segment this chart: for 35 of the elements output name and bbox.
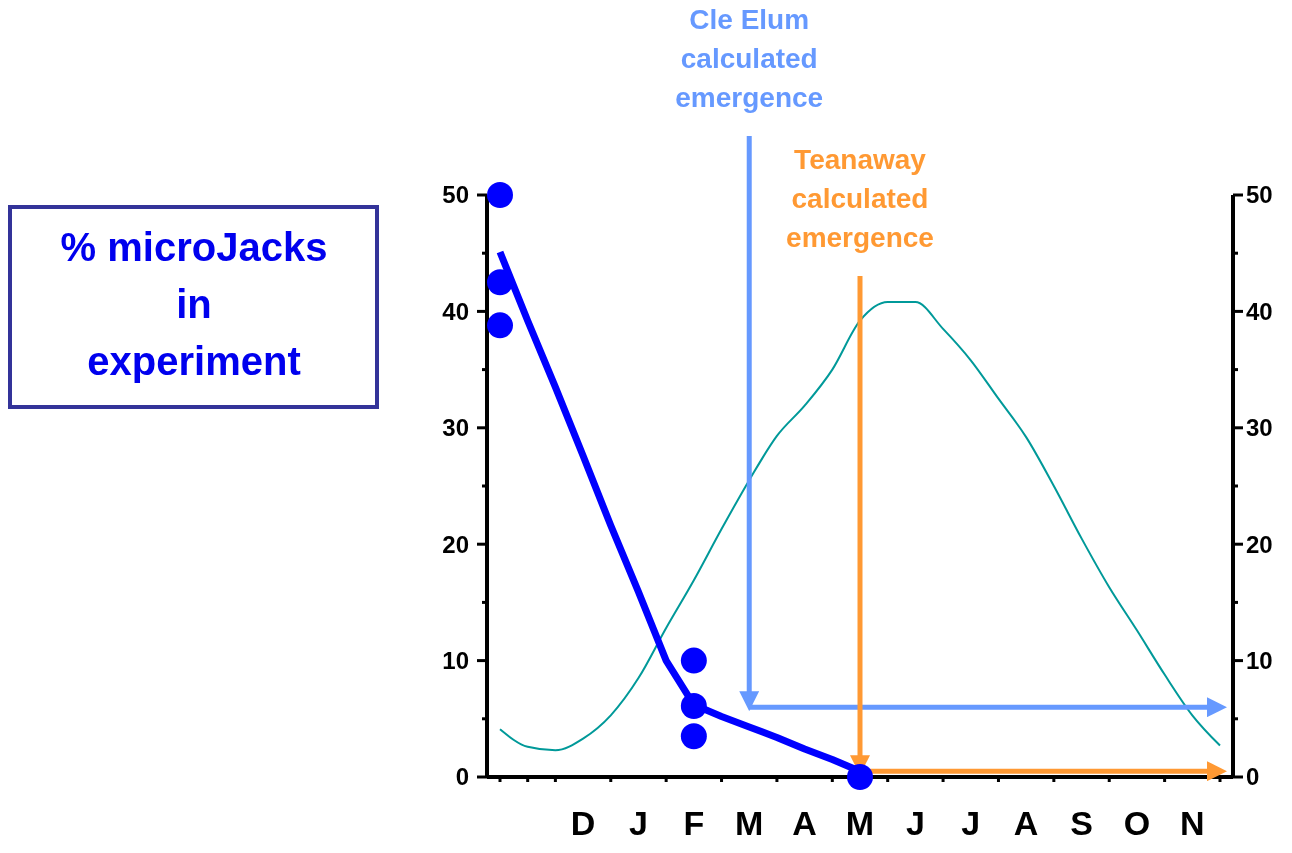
point [487, 182, 513, 208]
x-tick-label: A [792, 804, 817, 842]
x-tick-label: M [845, 804, 875, 842]
y-tick-label: 20 [442, 530, 469, 558]
y2-tick-label: 40 [1246, 297, 1273, 325]
x-tick-label: M [735, 804, 764, 842]
y2-tick-label: 10 [1246, 646, 1273, 674]
y-tick-label: 30 [442, 414, 469, 442]
y-tick-label: 40 [442, 297, 469, 325]
point [847, 764, 873, 790]
x-tick-label: J [905, 804, 925, 842]
y2-tick-label: 0 [1246, 763, 1260, 791]
y2-tick-label: 20 [1246, 530, 1273, 558]
y2-tick-label: 30 [1246, 414, 1273, 442]
y-axis-title: % microJacks in experiment [60, 224, 328, 383]
ref-line-label: Cle Elum calculated emergence [675, 4, 824, 114]
x-tick-label: F [683, 804, 705, 842]
annotation: Teanaway calculated emergence [786, 144, 934, 254]
x-tick-label: S [1070, 804, 1093, 842]
point [680, 693, 707, 719]
x-tick-label: A [1013, 804, 1039, 842]
x-tick-label: D [570, 804, 596, 842]
point [487, 312, 513, 339]
y2-tick-label: 50 [1246, 181, 1273, 209]
point [680, 647, 707, 674]
x-tick-label: O [1123, 804, 1151, 842]
x-tick-label: J [961, 804, 981, 842]
point [680, 723, 707, 750]
point [487, 269, 513, 296]
x-tick-label: N [1180, 804, 1205, 842]
y-tick-label: 10 [442, 646, 469, 674]
line-series [499, 301, 1221, 752]
y-tick-label: 50 [442, 181, 469, 209]
x-tick-label: J [629, 804, 648, 842]
y-tick-label: 0 [455, 763, 469, 791]
